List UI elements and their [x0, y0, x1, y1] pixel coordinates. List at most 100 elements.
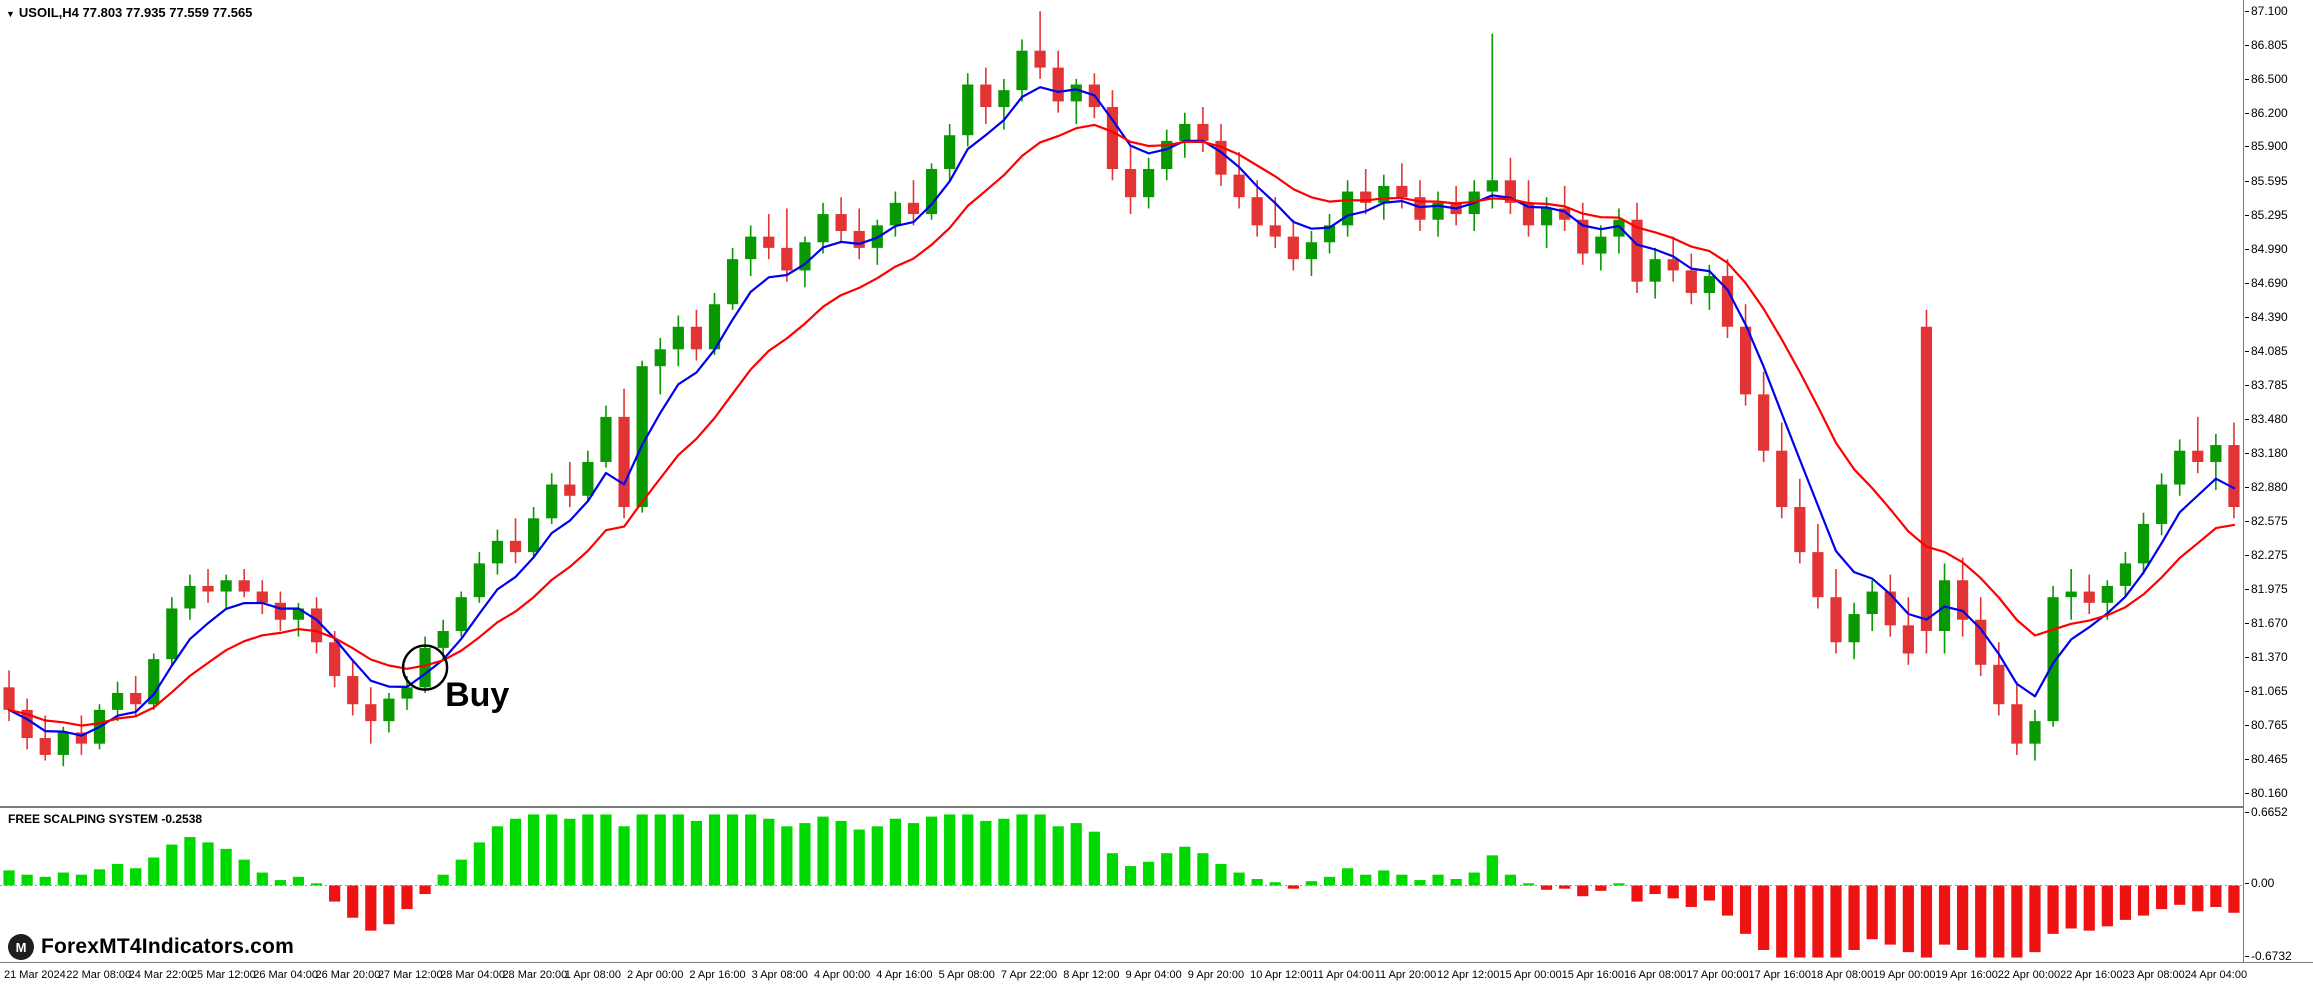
candle	[365, 687, 377, 744]
histogram-bar	[491, 826, 504, 886]
histogram-bar	[582, 814, 594, 886]
candle-body	[1902, 625, 1914, 654]
histogram-bar	[528, 814, 540, 886]
candle-body	[745, 236, 757, 260]
price-axis-label: 86.500	[2245, 71, 2288, 86]
candle	[473, 552, 485, 603]
candle-body	[1287, 236, 1299, 260]
candle-body	[690, 326, 703, 350]
time-axis-label: 9 Apr 04:00	[1125, 969, 1182, 981]
histogram-bar	[1143, 861, 1155, 886]
time-axis-label: 17 Apr 00:00	[1686, 969, 1749, 981]
candle	[1920, 309, 1933, 654]
candle	[1975, 597, 1987, 677]
candle	[546, 473, 558, 524]
collapse-triangle-icon[interactable]: ▼	[6, 9, 15, 19]
candle	[817, 202, 829, 254]
histogram-bar	[1233, 872, 1245, 886]
candle-body	[184, 585, 196, 609]
histogram-bar	[2174, 885, 2186, 905]
histogram-bar	[509, 818, 522, 886]
chart-symbol-title[interactable]: ▼ USOIL,H4 77.803 77.935 77.559 77.565	[6, 5, 252, 20]
histogram-bar	[365, 885, 377, 931]
candle	[2065, 569, 2077, 620]
histogram-bar	[2228, 885, 2240, 913]
time-axis-label: 17 Apr 16:00	[1748, 969, 1811, 981]
candle	[1016, 39, 1028, 102]
candle-body	[455, 597, 467, 631]
candle-body	[491, 540, 504, 564]
candle-body	[654, 349, 666, 367]
time-axis-label: 3 Apr 08:00	[751, 969, 808, 981]
histogram-bar	[907, 823, 920, 886]
candlestick-chart-canvas[interactable]	[0, 0, 2243, 800]
candle-body	[2047, 597, 2059, 722]
candle-body	[636, 366, 648, 508]
time-axis[interactable]: 21 Mar 2024 22 Mar 08:00 24 Mar 22:00 25 Ma…	[0, 962, 2313, 989]
candle	[1540, 197, 1553, 248]
candle-body	[1703, 276, 1715, 293]
histogram-bar	[238, 859, 250, 886]
histogram-bar	[1703, 885, 1715, 901]
candle-body	[2192, 450, 2204, 462]
candle	[2210, 433, 2222, 491]
candle-body	[437, 630, 449, 648]
candle-body	[130, 692, 142, 705]
candle-body	[1233, 174, 1245, 198]
candle-body	[1522, 202, 1535, 226]
indicator-panel[interactable]	[0, 806, 2243, 964]
candle	[636, 360, 648, 513]
histogram-bar	[980, 820, 992, 886]
price-axis-label: 84.390	[2245, 309, 2288, 324]
candle	[437, 619, 449, 660]
candle-body	[1540, 208, 1553, 226]
candle	[1685, 253, 1697, 305]
candle-body	[1052, 67, 1064, 102]
time-axis-label: 26 Mar 20:00	[315, 969, 381, 981]
candle	[1884, 574, 1896, 637]
candle-body	[1070, 84, 1082, 102]
main-chart-panel[interactable]	[0, 0, 2243, 800]
candle	[1468, 180, 1480, 231]
candle-body	[166, 608, 178, 660]
candle	[1649, 247, 1661, 299]
candle	[347, 659, 359, 716]
histogram-bar	[1522, 883, 1535, 886]
histogram-bar	[1866, 885, 1878, 940]
time-axis-label: 15 Apr 00:00	[1499, 969, 1562, 981]
histogram-bar	[2029, 885, 2041, 953]
candle	[1522, 180, 1535, 237]
histogram-bar	[274, 880, 286, 886]
candle-body	[817, 214, 829, 243]
histogram-bar	[546, 814, 558, 886]
indicator-histogram-canvas[interactable]	[0, 808, 2243, 964]
price-axis-label: 85.595	[2245, 173, 2288, 188]
candle	[1305, 230, 1318, 277]
candle	[3, 670, 15, 722]
candle	[1287, 219, 1299, 271]
histogram-bar	[437, 874, 449, 886]
candle-body	[1179, 123, 1191, 141]
indicator-name-label: FREE SCALPING SYSTEM	[8, 812, 159, 826]
candle	[1233, 152, 1245, 209]
time-axis-label: 22 Mar 08:00	[66, 969, 132, 981]
time-axis-label: 4 Apr 00:00	[813, 969, 871, 981]
candle	[2155, 473, 2168, 536]
candle	[853, 208, 865, 260]
price-axis[interactable]: 87.100 86.805 86.500 86.200 85.900 85.595 85.2…	[2243, 0, 2313, 963]
candle	[202, 569, 214, 603]
histogram-bar	[1450, 879, 1462, 886]
candle	[1957, 557, 1969, 637]
candle-body	[1161, 140, 1173, 170]
histogram-bar	[1342, 868, 1354, 886]
histogram-bar	[1595, 885, 1607, 891]
price-axis-label: 84.690	[2245, 275, 2288, 290]
candle	[509, 518, 522, 564]
histogram-bar	[1396, 874, 1408, 886]
candle-body	[2174, 450, 2186, 485]
histogram-bar	[130, 868, 142, 886]
candle	[1179, 112, 1191, 158]
buy-annotation-label: Buy	[445, 675, 510, 714]
candle-body	[853, 230, 865, 248]
candle-body	[1957, 580, 1969, 620]
